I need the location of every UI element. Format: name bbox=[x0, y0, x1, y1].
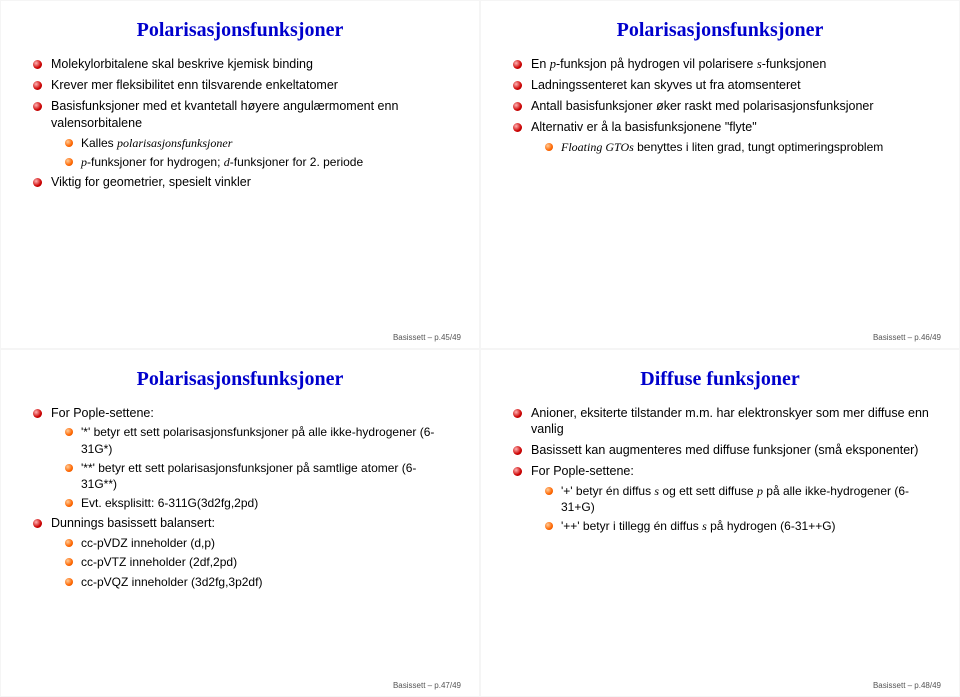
sub-bullet-item: p-funksjoner for hydrogen; d-funksjoner … bbox=[65, 154, 451, 170]
slide-list: Molekylorbitalene skal beskrive kjemisk … bbox=[33, 56, 451, 191]
bullet-item: Anioner, eksiterte tilstander m.m. har e… bbox=[513, 405, 931, 439]
bullet-item: Molekylorbitalene skal beskrive kjemisk … bbox=[33, 56, 451, 73]
bullet-item: Basisfunksjoner med et kvantetall høyere… bbox=[33, 98, 451, 170]
sub-bullet-item: '**' betyr ett sett polarisasjonsfunksjo… bbox=[65, 460, 451, 492]
sub-bullet-item: Kalles polarisasjonsfunksjoner bbox=[65, 135, 451, 151]
slide-list: En p-funksjon på hydrogen vil polarisere… bbox=[513, 56, 931, 155]
slide-title: Polarisasjonsfunksjoner bbox=[29, 368, 451, 391]
slide-3: Polarisasjonsfunksjoner For Pople-setten… bbox=[0, 349, 480, 697]
sub-bullet-item: '*' betyr ett sett polarisasjonsfunksjon… bbox=[65, 424, 451, 456]
slide-4: Diffuse funksjoner Anioner, eksiterte ti… bbox=[480, 349, 960, 697]
bullet-item: Krever mer fleksibilitet enn tilsvarende… bbox=[33, 77, 451, 94]
sub-list: cc-pVDZ inneholder (d,p) cc-pVTZ innehold… bbox=[65, 535, 451, 590]
slide-footer: Basissett – p.48/49 bbox=[873, 681, 941, 690]
sub-bullet-item: Evt. eksplisitt: 6-311G(3d2fg,2pd) bbox=[65, 495, 451, 511]
slide-list: Anioner, eksiterte tilstander m.m. har e… bbox=[513, 405, 931, 535]
sub-bullet-item: '+' betyr én diffus s og ett sett diffus… bbox=[545, 483, 931, 515]
bullet-item: Basissett kan augmenteres med diffuse fu… bbox=[513, 442, 931, 459]
sub-bullet-item: cc-pVQZ inneholder (3d2fg,3p2df) bbox=[65, 574, 451, 590]
sub-bullet-item: cc-pVDZ inneholder (d,p) bbox=[65, 535, 451, 551]
sub-list: Kalles polarisasjonsfunksjoner p-funksjon… bbox=[65, 135, 451, 170]
bullet-item: Dunnings basissett balansert:cc-pVDZ inn… bbox=[33, 515, 451, 589]
slide-footer: Basissett – p.46/49 bbox=[873, 333, 941, 342]
bullet-item: Alternativ er å la basisfunksjonene "fly… bbox=[513, 119, 931, 155]
sub-bullet-item: '++' betyr i tillegg én diffus s på hydr… bbox=[545, 518, 931, 534]
slide-title: Diffuse funksjoner bbox=[509, 368, 931, 391]
slide-footer: Basissett – p.47/49 bbox=[393, 681, 461, 690]
bullet-item: Viktig for geometrier, spesielt vinkler bbox=[33, 174, 451, 191]
slide-grid: Polarisasjonsfunksjoner Molekylorbitalen… bbox=[0, 0, 960, 697]
slide-footer: Basissett – p.45/49 bbox=[393, 333, 461, 342]
slide-title: Polarisasjonsfunksjoner bbox=[509, 19, 931, 42]
slide-1: Polarisasjonsfunksjoner Molekylorbitalen… bbox=[0, 0, 480, 349]
slide-title: Polarisasjonsfunksjoner bbox=[29, 19, 451, 42]
bullet-item: For Pople-settene:'*' betyr ett sett pol… bbox=[33, 405, 451, 512]
bullet-item: For Pople-settene:'+' betyr én diffus s … bbox=[513, 463, 931, 534]
bullet-item: Antall basisfunksjoner øker raskt med po… bbox=[513, 98, 931, 115]
sub-bullet-item: Floating GTOs benyttes i liten grad, tun… bbox=[545, 139, 931, 155]
sub-list: '+' betyr én diffus s og ett sett diffus… bbox=[545, 483, 931, 535]
sub-list: '*' betyr ett sett polarisasjonsfunksjon… bbox=[65, 424, 451, 511]
bullet-item: En p-funksjon på hydrogen vil polarisere… bbox=[513, 56, 931, 73]
sub-bullet-item: cc-pVTZ inneholder (2df,2pd) bbox=[65, 554, 451, 570]
slide-2: Polarisasjonsfunksjoner En p-funksjon på… bbox=[480, 0, 960, 349]
slide-list: For Pople-settene:'*' betyr ett sett pol… bbox=[33, 405, 451, 590]
sub-list: Floating GTOs benyttes i liten grad, tun… bbox=[545, 139, 931, 155]
bullet-item: Ladningssenteret kan skyves ut fra atoms… bbox=[513, 77, 931, 94]
